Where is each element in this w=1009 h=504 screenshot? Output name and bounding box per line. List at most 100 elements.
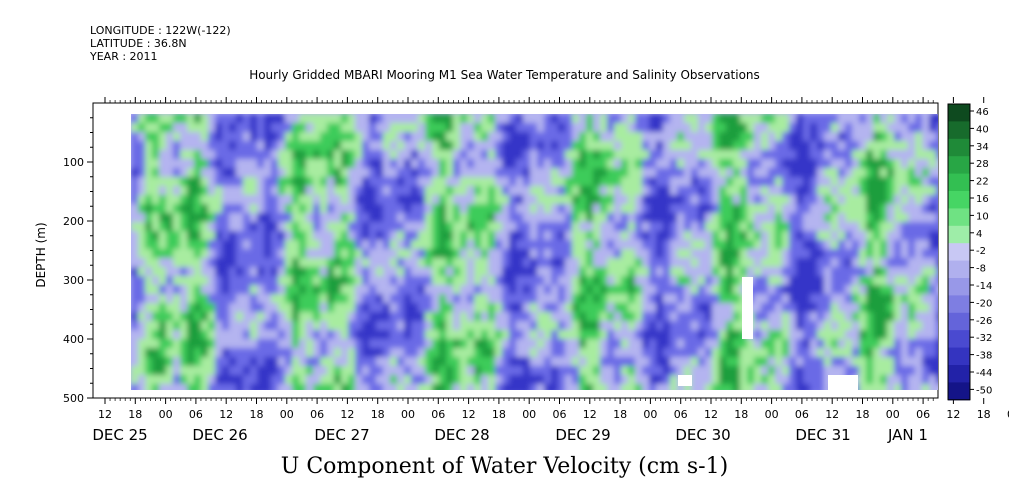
field-cell [586, 339, 594, 349]
field-cell [250, 366, 258, 376]
field-cell [166, 366, 174, 376]
field-cell [768, 321, 776, 331]
field-cell [425, 294, 433, 304]
field-cell [719, 177, 727, 187]
field-cell [159, 114, 167, 124]
field-cell [901, 339, 909, 349]
field-cell [278, 231, 286, 241]
field-cell [285, 231, 293, 241]
field-cell [887, 132, 895, 142]
field-cell [901, 366, 909, 376]
field-cell [684, 321, 692, 331]
field-cell [467, 222, 475, 232]
field-cell [159, 168, 167, 178]
field-cell [334, 357, 342, 367]
field-cell [922, 132, 930, 142]
field-cell [838, 177, 846, 187]
x-hour-label: 12 [946, 408, 960, 421]
field-cell [894, 321, 902, 331]
field-cell [873, 321, 881, 331]
field-cell [796, 312, 804, 322]
field-cell [299, 294, 307, 304]
field-cell [838, 150, 846, 160]
field-cell [530, 177, 538, 187]
field-cell [628, 159, 636, 169]
field-cell [551, 222, 559, 232]
field-cell [859, 357, 867, 367]
field-cell [481, 141, 489, 151]
field-cell [425, 285, 433, 295]
field-cell [789, 294, 797, 304]
field-cell [649, 339, 657, 349]
field-cell [488, 231, 496, 241]
field-cell [285, 204, 293, 214]
field-cell [460, 258, 468, 268]
field-cell [131, 123, 139, 133]
field-cell [824, 168, 832, 178]
field-cell [390, 150, 398, 160]
field-cell [614, 168, 622, 178]
field-cell [285, 348, 293, 358]
field-cell [656, 213, 664, 223]
field-cell [299, 384, 307, 390]
field-cell [341, 195, 349, 205]
field-cell [131, 366, 139, 376]
field-cell [460, 177, 468, 187]
field-cell [320, 375, 328, 385]
field-cell [194, 186, 202, 196]
field-cell [901, 276, 909, 286]
field-cell [796, 213, 804, 223]
field-cell [481, 150, 489, 160]
field-cell [747, 222, 755, 232]
field-cell [579, 240, 587, 250]
field-cell [131, 312, 139, 322]
field-cell [152, 249, 160, 259]
field-cell [264, 285, 272, 295]
field-cell [327, 312, 335, 322]
field-cell [334, 168, 342, 178]
field-cell [719, 159, 727, 169]
field-cell [180, 240, 188, 250]
field-cell [530, 375, 538, 385]
colorbar-cell [948, 208, 970, 227]
field-cell [579, 276, 587, 286]
field-cell [362, 384, 370, 390]
field-cell [369, 132, 377, 142]
field-cell [775, 123, 783, 133]
field-cell [285, 141, 293, 151]
field-cell [677, 204, 685, 214]
field-cell [621, 177, 629, 187]
field-cell [341, 141, 349, 151]
field-cell [243, 195, 251, 205]
field-cell [726, 357, 734, 367]
field-cell [292, 141, 300, 151]
field-cell [369, 123, 377, 133]
field-cell [887, 150, 895, 160]
field-cell [495, 267, 503, 277]
field-cell [180, 123, 188, 133]
field-cell [467, 132, 475, 142]
field-cell [166, 231, 174, 241]
field-cell [264, 249, 272, 259]
field-cell [271, 132, 279, 142]
field-cell [411, 321, 419, 331]
field-cell [355, 186, 363, 196]
field-cell [845, 141, 853, 151]
field-cell [719, 213, 727, 223]
field-cell [859, 249, 867, 259]
field-cell [621, 258, 629, 268]
field-cell [299, 177, 307, 187]
field-cell [824, 132, 832, 142]
field-cell [684, 186, 692, 196]
field-cell [649, 357, 657, 367]
field-cell [796, 384, 804, 390]
field-cell [824, 366, 832, 376]
field-cell [838, 258, 846, 268]
field-cell [866, 240, 874, 250]
field-cell [495, 195, 503, 205]
field-cell [663, 285, 671, 295]
field-cell [705, 132, 713, 142]
field-cell [166, 132, 174, 142]
field-cell [397, 195, 405, 205]
field-cell [677, 276, 685, 286]
